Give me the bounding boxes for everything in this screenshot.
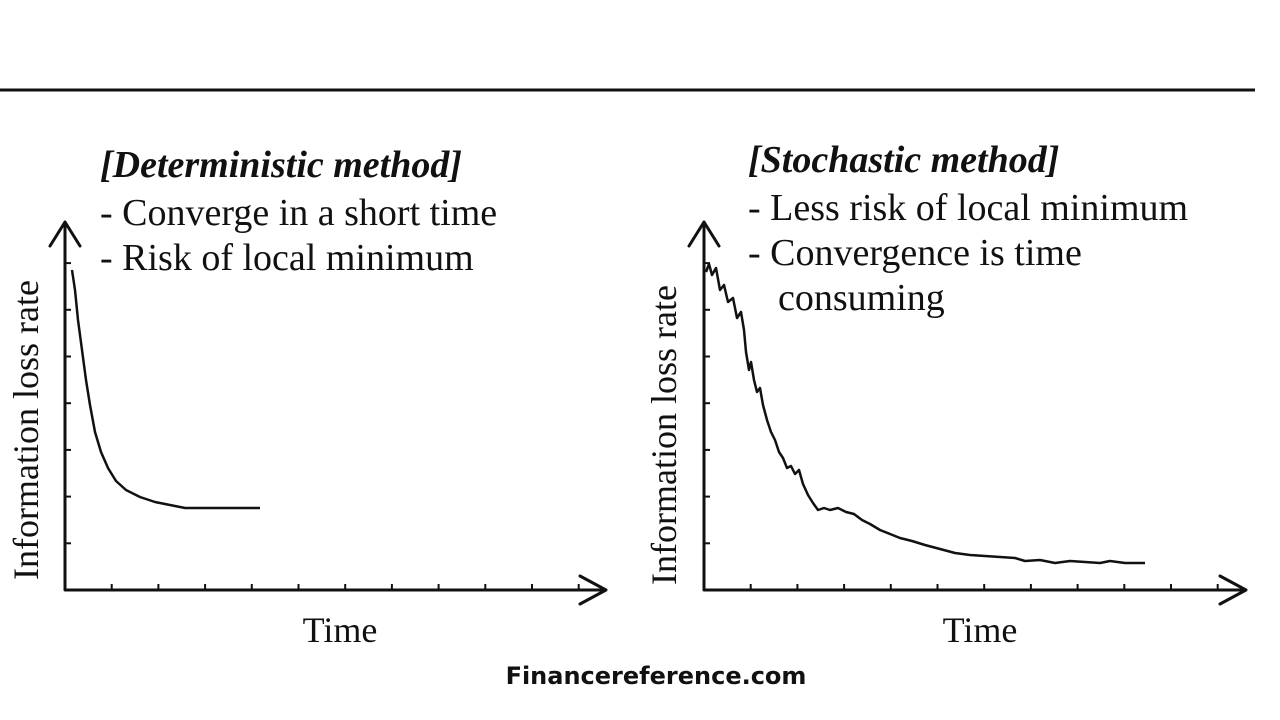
loss-curve [70, 269, 260, 510]
ticks [65, 262, 580, 590]
ticks [704, 262, 1219, 590]
bullet: - Convergence is time [748, 232, 1082, 274]
footer: Financereference.com [506, 662, 807, 690]
loss-curve [704, 262, 1145, 565]
stochastic-panel: [Stochastic method] - Less risk of local… [644, 139, 1248, 650]
panel-title: [Deterministic method] [100, 144, 462, 186]
panel-title: [Stochastic method] [748, 139, 1059, 181]
y-axis-label: Information loss rate [644, 285, 684, 585]
bullet: - Converge in a short time [100, 192, 497, 234]
axes [687, 220, 1248, 606]
x-axis-label: Time [303, 610, 378, 650]
deterministic-panel: [Deterministic method] - Converge in a s… [6, 144, 608, 650]
y-axis-label: Information loss rate [6, 280, 46, 580]
bullet: - Less risk of local minimum [748, 187, 1188, 229]
x-axis-label: Time [943, 610, 1018, 650]
bullet: consuming [778, 277, 945, 319]
bullet: - Risk of local minimum [100, 237, 474, 279]
axes [48, 220, 608, 606]
